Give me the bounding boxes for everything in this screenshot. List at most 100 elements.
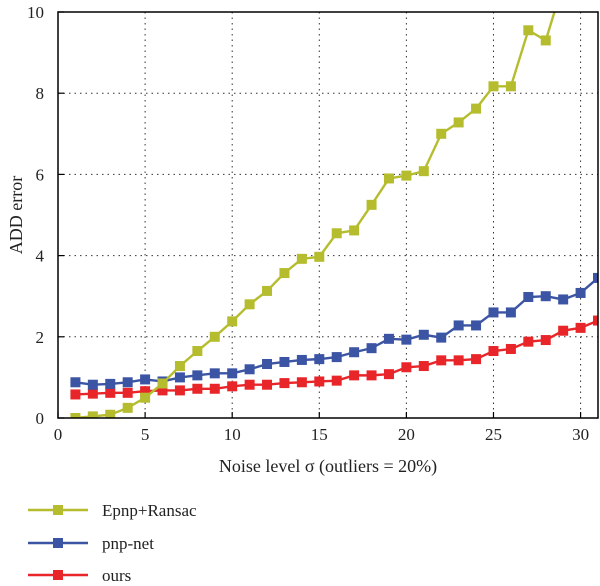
data-point (244, 299, 255, 310)
data-point (418, 166, 429, 177)
x-axis-label: Noise level σ (outliers = 20%) (219, 456, 437, 477)
data-point (227, 368, 238, 379)
data-point (157, 378, 168, 389)
data-point (87, 388, 98, 399)
data-point (192, 346, 203, 357)
data-point (70, 413, 81, 418)
data-point (436, 332, 447, 343)
data-point (331, 375, 342, 386)
data-point (593, 272, 598, 283)
data-point (105, 378, 116, 389)
data-point (366, 343, 377, 354)
data-point (87, 379, 98, 390)
data-point (314, 251, 325, 262)
data-point (383, 173, 394, 184)
legend-item: Epnp+Ransac (28, 501, 197, 520)
data-point (593, 315, 598, 326)
legend-marker (53, 570, 63, 580)
data-point (418, 329, 429, 340)
data-point (279, 356, 290, 367)
data-point (174, 372, 185, 383)
data-point (401, 170, 412, 181)
data-point (209, 383, 220, 394)
data-point (401, 334, 412, 345)
data-point (523, 336, 534, 347)
data-point (575, 322, 586, 333)
data-point (453, 320, 464, 331)
x-tick-label: 10 (224, 425, 241, 444)
data-point (471, 320, 482, 331)
data-point (192, 383, 203, 394)
legend-item: pnp-net (28, 534, 154, 553)
data-point (505, 81, 516, 92)
data-point (349, 225, 360, 236)
data-point (174, 385, 185, 396)
data-point (296, 377, 307, 388)
x-tick-label: 25 (485, 425, 502, 444)
data-point (558, 294, 569, 305)
data-point (209, 368, 220, 379)
data-point (540, 35, 551, 46)
data-point (244, 364, 255, 375)
data-point (349, 370, 360, 381)
series-ours (70, 315, 598, 400)
legend-label: Epnp+Ransac (102, 501, 197, 520)
series-layer (70, 12, 598, 418)
data-point (575, 287, 586, 298)
data-point (488, 307, 499, 318)
data-point (383, 369, 394, 380)
data-point (262, 285, 273, 296)
data-point (349, 347, 360, 358)
y-tick-label: 6 (36, 165, 45, 184)
data-point (436, 128, 447, 139)
data-point (505, 307, 516, 318)
data-point (488, 346, 499, 357)
data-point (209, 331, 220, 342)
data-point (436, 355, 447, 366)
data-point (157, 385, 168, 396)
series-line (75, 277, 598, 386)
data-point (140, 374, 151, 385)
x-tick-label: 30 (572, 425, 589, 444)
x-tick-label: 5 (141, 425, 150, 444)
y-tick-label: 4 (36, 247, 45, 266)
data-point (296, 253, 307, 264)
data-point (279, 268, 290, 279)
plot-area-frame (57, 11, 599, 419)
legend-marker (53, 538, 63, 548)
data-point (453, 117, 464, 128)
grid-lines (58, 12, 598, 418)
data-point (140, 392, 151, 403)
data-point (401, 362, 412, 373)
data-point (418, 361, 429, 372)
data-point (262, 379, 273, 390)
data-point (122, 402, 133, 413)
data-point (540, 291, 551, 302)
data-point (331, 352, 342, 363)
data-point (488, 81, 499, 92)
y-tick-label: 2 (36, 328, 45, 347)
data-point (331, 228, 342, 239)
data-point (244, 379, 255, 390)
data-point (70, 377, 81, 388)
data-point (505, 343, 516, 354)
data-point (70, 389, 81, 400)
data-point (192, 370, 203, 381)
legend-label: ours (102, 566, 131, 585)
legend-item: ours (28, 566, 131, 585)
data-point (279, 378, 290, 389)
data-point (227, 316, 238, 327)
data-point (174, 361, 185, 372)
data-point (540, 335, 551, 346)
data-point (140, 386, 151, 397)
x-tick-label: 15 (311, 425, 328, 444)
data-point (471, 103, 482, 114)
data-point (87, 411, 98, 418)
data-point (383, 333, 394, 344)
series-pnp-net (70, 272, 598, 390)
data-point (262, 359, 273, 370)
data-point (227, 381, 238, 392)
data-point (105, 409, 116, 418)
y-tick-label: 8 (36, 84, 45, 103)
